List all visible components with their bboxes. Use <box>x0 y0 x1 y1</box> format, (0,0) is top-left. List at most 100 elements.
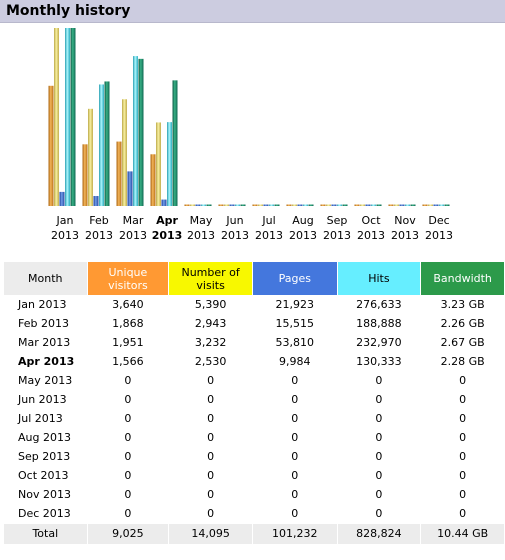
panel-title: Monthly history <box>6 3 131 19</box>
table-row: Mar 2013 1,951 3,232 53,810 232,970 2.67 GB <box>3 333 505 353</box>
bar-pages-nov <box>399 204 405 206</box>
cell-month: Jan 2013 <box>3 295 88 315</box>
cell-pages: 0 <box>252 390 338 410</box>
cell-pages: 0 <box>252 485 338 505</box>
bar-unique-visitors-feb <box>82 144 88 206</box>
bar-pages-aug <box>297 204 303 206</box>
bar-number-of-visits-jun <box>224 204 229 206</box>
bar-unique-visitors-jan <box>48 85 54 206</box>
bar-unique-visitors-oct <box>354 204 360 206</box>
table-row: May 2013 0 0 0 0 0 <box>3 371 505 391</box>
bar-pages-apr <box>161 199 167 206</box>
bar-pages-dec <box>433 204 439 206</box>
cell-pages: 15,515 <box>252 314 338 334</box>
column-header-month: Month <box>3 261 88 296</box>
cell-month: Oct 2013 <box>3 466 88 486</box>
tick-label-month: Sep <box>327 214 348 227</box>
cell-number-of-visits: 5,390 <box>168 295 254 315</box>
cell-pages: 53,810 <box>252 333 338 353</box>
table-row: Jan 2013 3,640 5,390 21,923 276,633 3.23 GB <box>3 295 505 315</box>
bar-bandwidth-nov <box>410 204 416 206</box>
bar-bandwidth-aug <box>308 204 314 206</box>
bar-hits-dec <box>439 204 444 206</box>
bar-bandwidth-sep <box>342 204 348 206</box>
cell-bandwidth: 2.67 GB <box>420 333 505 353</box>
bar-hits-jul <box>269 204 274 206</box>
cell-month: Sep 2013 <box>3 447 88 467</box>
cell-bandwidth: 0 <box>420 466 505 486</box>
tick-label-year: 2013 <box>119 229 147 242</box>
bar-hits-nov <box>405 204 410 206</box>
tick-label-month: May <box>190 214 213 227</box>
bar-unique-visitors-jun <box>218 204 224 206</box>
cell-unique-visitors: 3,640 <box>86 295 170 315</box>
bar-number-of-visits-aug <box>292 204 297 206</box>
tick-label-year: 2013 <box>255 229 283 242</box>
cell-bandwidth: 2.28 GB <box>420 352 505 372</box>
cell-pages: 0 <box>252 428 338 448</box>
tick-label-year: 2013 <box>289 229 317 242</box>
cell-unique-visitors: 0 <box>86 485 170 505</box>
tick-label-month: Jul <box>261 214 275 227</box>
cell-number-of-visits: 0 <box>168 447 254 467</box>
cell-number-of-visits: 2,943 <box>168 314 254 334</box>
bar-unique-visitors-jul <box>252 204 258 206</box>
tick-label-year: 2013 <box>85 229 113 242</box>
bar-hits-may <box>201 204 206 206</box>
tick-label-year: 2013 <box>323 229 351 242</box>
cell-pages: 0 <box>252 371 338 391</box>
bar-bandwidth-dec <box>444 204 450 206</box>
cell-unique-visitors: 0 <box>86 409 170 429</box>
table-row: Oct 2013 0 0 0 0 0 <box>3 466 505 486</box>
total-hits: 828,824 <box>336 523 422 545</box>
tick-label-year: 2013 <box>425 229 453 242</box>
cell-unique-visitors: 1,566 <box>86 352 170 372</box>
column-header-hits: Hits <box>336 261 422 296</box>
bar-number-of-visits-nov <box>394 204 399 206</box>
tick-label-year: 2013 <box>391 229 419 242</box>
cell-unique-visitors: 1,951 <box>86 333 170 353</box>
table-row: Nov 2013 0 0 0 0 0 <box>3 485 505 505</box>
table-row: Jul 2013 0 0 0 0 0 <box>3 409 505 429</box>
cell-pages: 0 <box>252 447 338 467</box>
tick-label-year: 2013 <box>221 229 249 242</box>
bar-pages-oct <box>365 204 371 206</box>
bar-pages-jul <box>263 204 269 206</box>
bar-pages-jan <box>59 191 65 206</box>
cell-unique-visitors: 0 <box>86 504 170 524</box>
cell-month: Dec 2013 <box>3 504 88 524</box>
bar-unique-visitors-apr <box>150 154 156 206</box>
bar-hits-aug <box>303 204 308 206</box>
cell-month: Jun 2013 <box>3 390 88 410</box>
bar-bandwidth-jul <box>274 204 280 206</box>
cell-bandwidth: 0 <box>420 409 505 429</box>
cell-hits: 0 <box>336 504 422 524</box>
bar-number-of-visits-feb <box>88 108 93 206</box>
table-row: Aug 2013 0 0 0 0 0 <box>3 428 505 448</box>
table-header-row: Month Unique visitors Number of visits P… <box>3 261 505 296</box>
bar-hits-jan <box>65 28 70 206</box>
cell-bandwidth: 0 <box>420 447 505 467</box>
bar-pages-mar <box>127 171 133 206</box>
bar-hits-sep <box>337 204 342 206</box>
cell-bandwidth: 0 <box>420 428 505 448</box>
cell-month: Jul 2013 <box>3 409 88 429</box>
cell-month: Feb 2013 <box>3 314 88 334</box>
table-row: Jun 2013 0 0 0 0 0 <box>3 390 505 410</box>
cell-hits: 232,970 <box>336 333 422 353</box>
bar-number-of-visits-may <box>190 204 195 206</box>
panel-header: Monthly history <box>0 0 505 23</box>
bar-pages-may <box>195 204 201 206</box>
cell-hits: 130,333 <box>336 352 422 372</box>
cell-bandwidth: 0 <box>420 504 505 524</box>
tick-label-month: Nov <box>394 214 416 227</box>
bar-pages-feb <box>93 196 99 206</box>
cell-number-of-visits: 0 <box>168 504 254 524</box>
bar-number-of-visits-jul <box>258 204 263 206</box>
bar-number-of-visits-apr <box>156 122 161 206</box>
tick-label-year: 2013 <box>152 229 183 242</box>
chart-tick-labels: Jan 2013 Feb 2013 Mar 2013 Apr 2013 May 2013 Jun 20… <box>51 214 453 242</box>
bar-bandwidth-oct <box>376 204 382 206</box>
tick-label-year: 2013 <box>357 229 385 242</box>
cell-unique-visitors: 1,868 <box>86 314 170 334</box>
